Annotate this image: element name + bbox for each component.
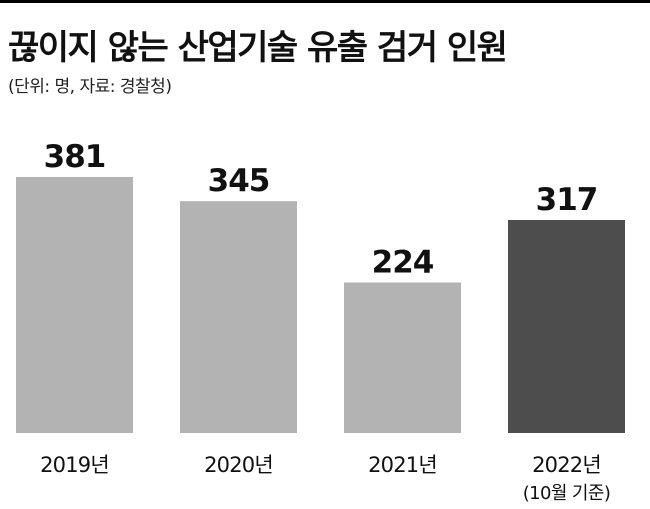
chart-subtitle: (단위: 명, 자료: 경찰청)	[8, 77, 172, 97]
bar-3	[344, 282, 461, 433]
bar-value-label-2: 345	[208, 163, 270, 199]
category-note-4: (10월 기준)	[523, 483, 611, 504]
bar-2	[180, 201, 297, 433]
category-label-4: 2022년	[532, 453, 601, 477]
bar-1	[16, 177, 133, 433]
bar-value-label-3: 224	[372, 244, 434, 280]
category-label-3: 2021년	[368, 453, 437, 477]
top-rule	[0, 0, 650, 3]
bar-value-label-4: 317	[536, 182, 598, 218]
category-label-2: 2020년	[204, 453, 273, 477]
bar-4	[508, 220, 625, 433]
bar-value-label-1: 381	[44, 139, 106, 175]
chart-title: 끊이지 않는 산업기술 유출 검거 인원	[8, 28, 508, 68]
category-label-1: 2019년	[40, 453, 109, 477]
